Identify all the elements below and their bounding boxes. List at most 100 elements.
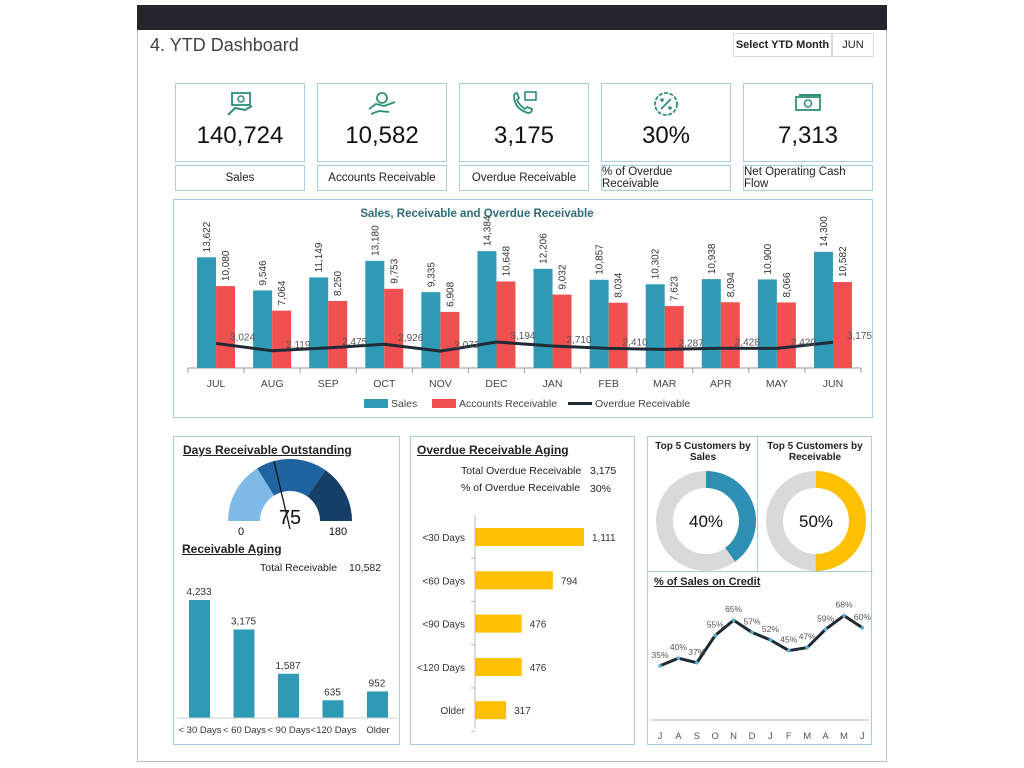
phone-message-icon bbox=[513, 91, 537, 114]
credit-marker bbox=[731, 618, 736, 622]
sales-data-label: 11,149 bbox=[314, 242, 325, 272]
sales-bar bbox=[813, 251, 833, 368]
receivable-bar bbox=[384, 288, 404, 368]
overdue-data-label: 2,710 bbox=[567, 335, 592, 346]
credit-line bbox=[659, 613, 864, 668]
aging-category-label: < 30 Days bbox=[178, 725, 221, 736]
overdue-aging-data-label: 476 bbox=[530, 620, 547, 631]
donut-value-arc bbox=[766, 471, 866, 571]
legend-swatch bbox=[432, 399, 456, 408]
x-tick-label: OCT bbox=[373, 378, 396, 390]
sales-data-label: 10,302 bbox=[651, 248, 662, 279]
donut-receivable-title: Top 5 Customers by Receivable bbox=[767, 441, 863, 463]
x-tick-label: AUG bbox=[261, 378, 284, 390]
sales-bar bbox=[421, 292, 441, 368]
receivable-data-label: 9,032 bbox=[558, 264, 569, 289]
x-tick-label: JUN bbox=[823, 378, 843, 390]
x-tick-label: DEC bbox=[485, 378, 508, 390]
sales-receivable-chart-panel: Sales, Receivable and Overdue Receivable… bbox=[173, 199, 873, 418]
summary-label: Total Overdue Receivable bbox=[461, 465, 582, 477]
receivable-bar bbox=[328, 300, 348, 368]
receivable-data-label: 7,623 bbox=[670, 276, 681, 301]
overdue-data-label: 3,175 bbox=[847, 331, 872, 342]
overdue-aging-category-label: <90 Days bbox=[422, 620, 465, 631]
receivable-data-label: 8,094 bbox=[726, 272, 737, 297]
donut-label: 40% bbox=[689, 512, 723, 531]
credit-marker bbox=[695, 660, 699, 665]
legend-swatch bbox=[364, 399, 388, 408]
receivable-bar bbox=[608, 302, 628, 368]
gauge-segment-low bbox=[228, 468, 275, 521]
credit-marker bbox=[768, 638, 773, 642]
aging-bar bbox=[322, 700, 344, 718]
credit-x-label: D bbox=[749, 731, 756, 742]
credit-marker bbox=[713, 633, 717, 638]
credit-data-label: 65% bbox=[725, 604, 742, 614]
x-tick-label: JAN bbox=[543, 378, 563, 390]
gauge-value: 75 bbox=[279, 507, 301, 529]
credit-x-label: J bbox=[860, 731, 865, 742]
sales-data-label: 14,384 bbox=[482, 215, 493, 246]
kpi-card-sales: 140,724 bbox=[175, 83, 305, 162]
divider bbox=[757, 437, 758, 571]
sales-bar bbox=[477, 251, 497, 368]
credit-x-label: A bbox=[675, 731, 682, 742]
sales-data-label: 14,300 bbox=[819, 216, 830, 247]
overdue-data-label: 3,194 bbox=[510, 331, 535, 342]
credit-x-label: J bbox=[658, 731, 663, 742]
month-select[interactable]: JUN bbox=[832, 33, 874, 57]
legend-label: Overdue Receivable bbox=[595, 398, 690, 410]
sales-bar bbox=[309, 277, 329, 368]
aging-category-label: Older bbox=[366, 725, 389, 736]
overdue-aging-bar bbox=[475, 701, 507, 720]
credit-data-label: 47% bbox=[799, 632, 816, 642]
gauge-min: 0 bbox=[238, 526, 244, 538]
hand-coin-icon bbox=[368, 92, 396, 115]
sales-bar bbox=[701, 279, 721, 368]
overdue-aging-data-label: 476 bbox=[530, 663, 547, 674]
aging-bar bbox=[367, 691, 388, 718]
dro-panel: Days Receivable Outstanding Receivable A… bbox=[173, 436, 400, 745]
overdue-data-label: 2,287 bbox=[679, 338, 704, 349]
kpi-label: Sales bbox=[175, 165, 305, 191]
kpi-value: 10,582 bbox=[345, 122, 419, 149]
sales-bar bbox=[533, 268, 553, 368]
summary-label: % of Overdue Receivable bbox=[461, 482, 581, 494]
kpi-label: Accounts Receivable bbox=[317, 165, 447, 191]
receivable-bar bbox=[552, 294, 572, 368]
credit-data-label: 55% bbox=[707, 619, 724, 629]
credit-x-label: M bbox=[803, 731, 811, 742]
sales-bar bbox=[365, 260, 385, 368]
x-tick-label: MAY bbox=[766, 378, 788, 390]
overdue-aging-data-label: 317 bbox=[514, 706, 531, 717]
overdue-aging-bar bbox=[475, 571, 553, 590]
receivable-data-label: 6,908 bbox=[445, 281, 456, 306]
kpi-card-overdue-receivable: 3,175 bbox=[459, 83, 589, 162]
kpi-value: 140,724 bbox=[196, 122, 284, 149]
summary-value: 3,175 bbox=[590, 465, 617, 477]
credit-x-label: J bbox=[768, 731, 773, 742]
aging-data-label: 3,175 bbox=[231, 616, 256, 627]
overdue-aging-category-label: <30 Days bbox=[422, 533, 465, 544]
overdue-data-label: 3,024 bbox=[230, 332, 255, 343]
credit-marker bbox=[787, 648, 791, 653]
gauge-segment-mid bbox=[257, 459, 326, 497]
kpi-value: 30% bbox=[641, 122, 691, 149]
donut-value-arc bbox=[656, 471, 756, 571]
overdue-data-label: 2,119 bbox=[286, 340, 311, 351]
donuts-and-credit-chart: 40% 50% 35% J 40% A 37% S 55% O 65% N 57% D 52% J 45% F 47… bbox=[651, 471, 871, 742]
aging-data-label: 1,587 bbox=[275, 661, 300, 672]
divider bbox=[648, 571, 873, 572]
receivable-data-label: 7,064 bbox=[277, 280, 288, 305]
sales-data-label: 12,206 bbox=[539, 233, 550, 264]
legend-label: Accounts Receivable bbox=[459, 398, 557, 410]
aging-bar bbox=[233, 629, 255, 718]
legend-label: Sales bbox=[391, 398, 417, 410]
summary-value: 30% bbox=[590, 483, 612, 495]
donut-label: 50% bbox=[799, 512, 833, 531]
receivable-data-label: 8,034 bbox=[614, 272, 625, 297]
credit-x-label: S bbox=[694, 731, 700, 742]
credit-x-label: O bbox=[712, 731, 719, 742]
x-tick-label: MAR bbox=[653, 378, 677, 390]
gauge-segment-high bbox=[307, 470, 352, 521]
